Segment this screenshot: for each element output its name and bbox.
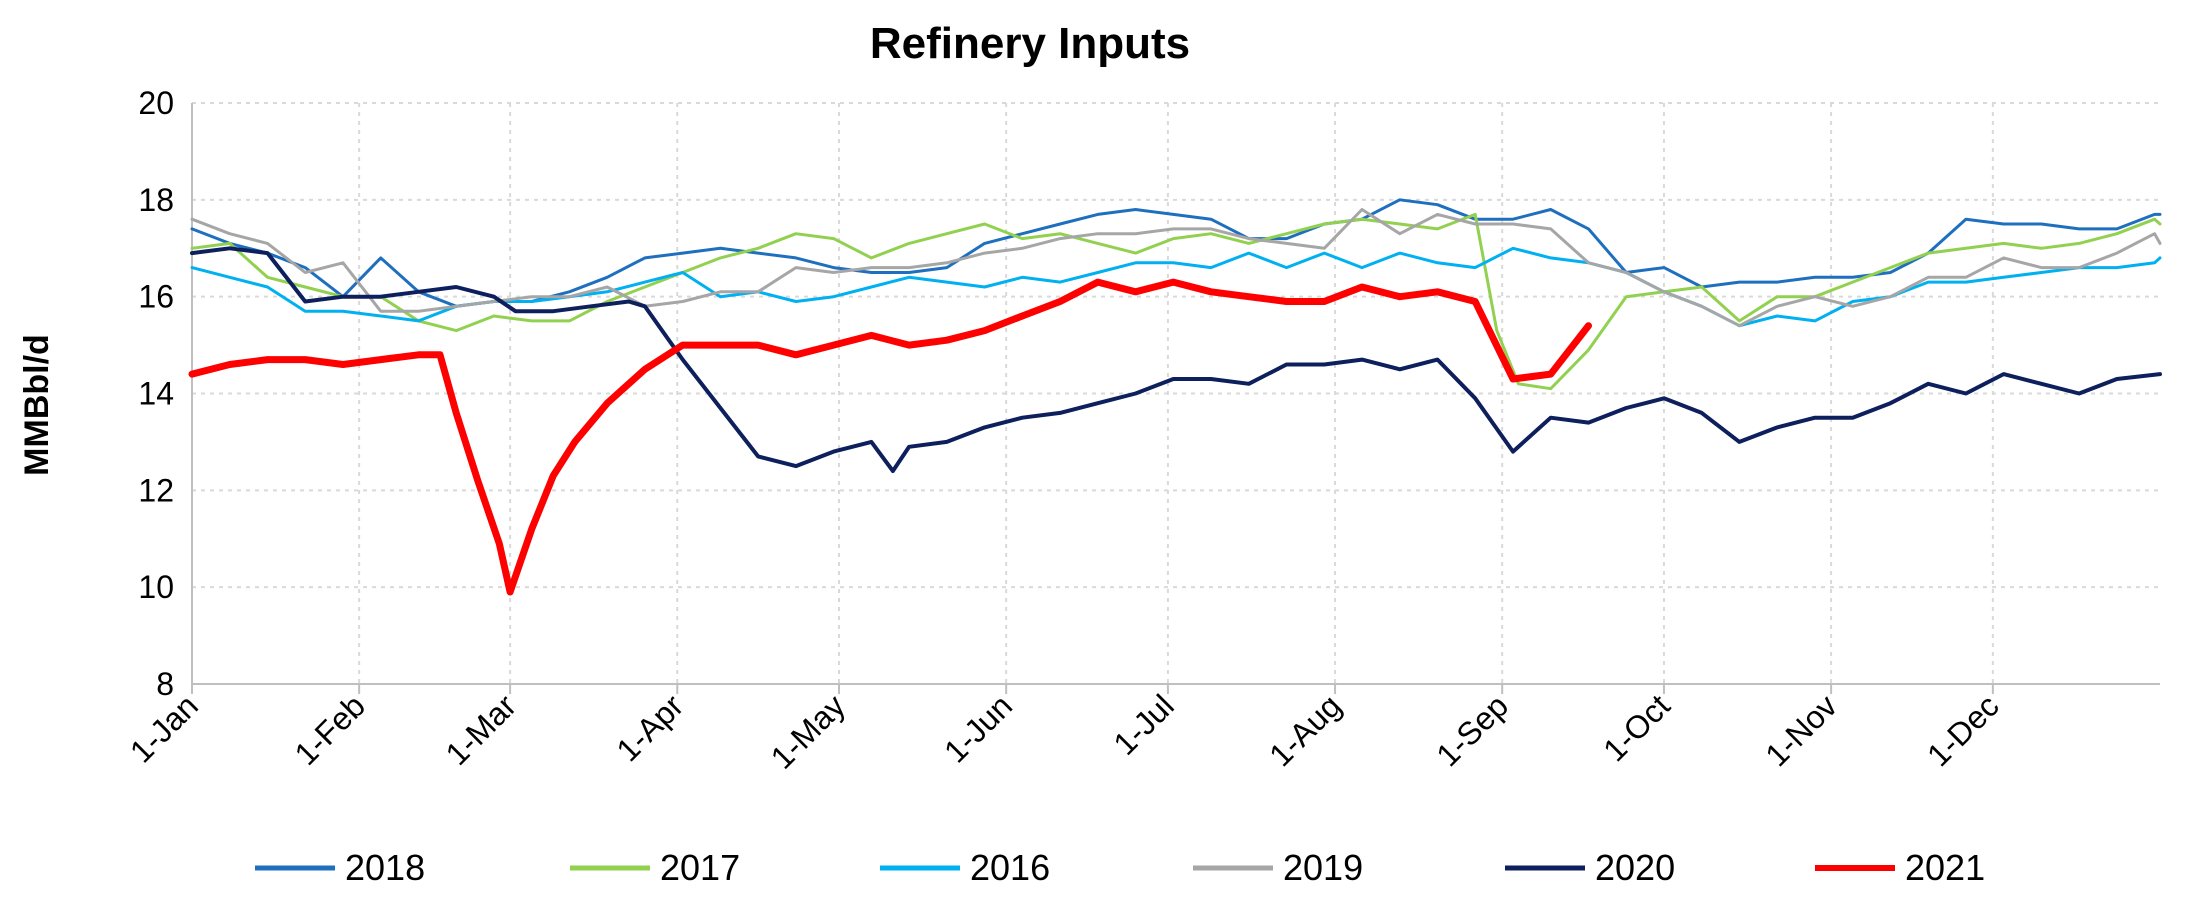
y-tick-label: 14 xyxy=(138,376,174,412)
legend-label-2021: 2021 xyxy=(1905,847,1985,888)
legend-label-2020: 2020 xyxy=(1595,847,1675,888)
axes xyxy=(191,103,2160,694)
y-tick-label: 18 xyxy=(138,182,174,218)
x-tick-label: 1-May xyxy=(764,687,852,775)
x-tick-label: 1-Apr xyxy=(609,687,690,768)
y-tick-label: 12 xyxy=(138,472,174,508)
x-tick-label: 1-Oct xyxy=(1596,687,1677,768)
x-tick-label: 1-Feb xyxy=(288,687,373,772)
x-tick-label: 1-Mar xyxy=(439,687,524,772)
y-tick-label: 10 xyxy=(138,569,174,605)
x-tick-label: 1-Nov xyxy=(1758,687,1844,773)
legend-label-2017: 2017 xyxy=(660,847,740,888)
x-tick-label: 1-Jun xyxy=(937,687,1019,769)
chart-title: Refinery Inputs xyxy=(870,19,1190,68)
series-line-2019 xyxy=(190,208,2162,328)
y-tick-label: 20 xyxy=(138,85,174,121)
series-line-2017 xyxy=(190,212,2162,391)
y-tick-label: 16 xyxy=(138,279,174,315)
series-line-2016 xyxy=(190,246,2162,328)
y-tick-label: 8 xyxy=(156,666,174,702)
gridlines xyxy=(192,102,2160,684)
series-line-2018 xyxy=(190,198,2162,308)
x-tick-label: 1-Jul xyxy=(1106,687,1181,762)
legend: 2018 2017 2016 2019 2020 2021 xyxy=(255,847,1985,888)
legend-label-2016: 2016 xyxy=(970,847,1050,888)
x-tick-label: 1-Dec xyxy=(1920,687,2006,773)
x-tick-label: 1-Sep xyxy=(1429,687,1515,773)
x-tick-label: 1-Aug xyxy=(1262,687,1348,773)
legend-label-2018: 2018 xyxy=(345,847,425,888)
series-line-2020 xyxy=(190,246,2162,473)
legend-label-2019: 2019 xyxy=(1283,847,1363,888)
x-axis-ticks: 1-Jan 1-Feb 1-Mar 1-Apr 1-May 1-Jun 1-Jul 1-Aug… xyxy=(123,687,2006,776)
series-line-2021 xyxy=(188,278,1592,596)
y-axis-label: MMBbl/d xyxy=(18,334,56,476)
series-lines xyxy=(188,198,2162,596)
y-axis-ticks: 8 10 12 14 16 18 20 xyxy=(138,85,174,702)
